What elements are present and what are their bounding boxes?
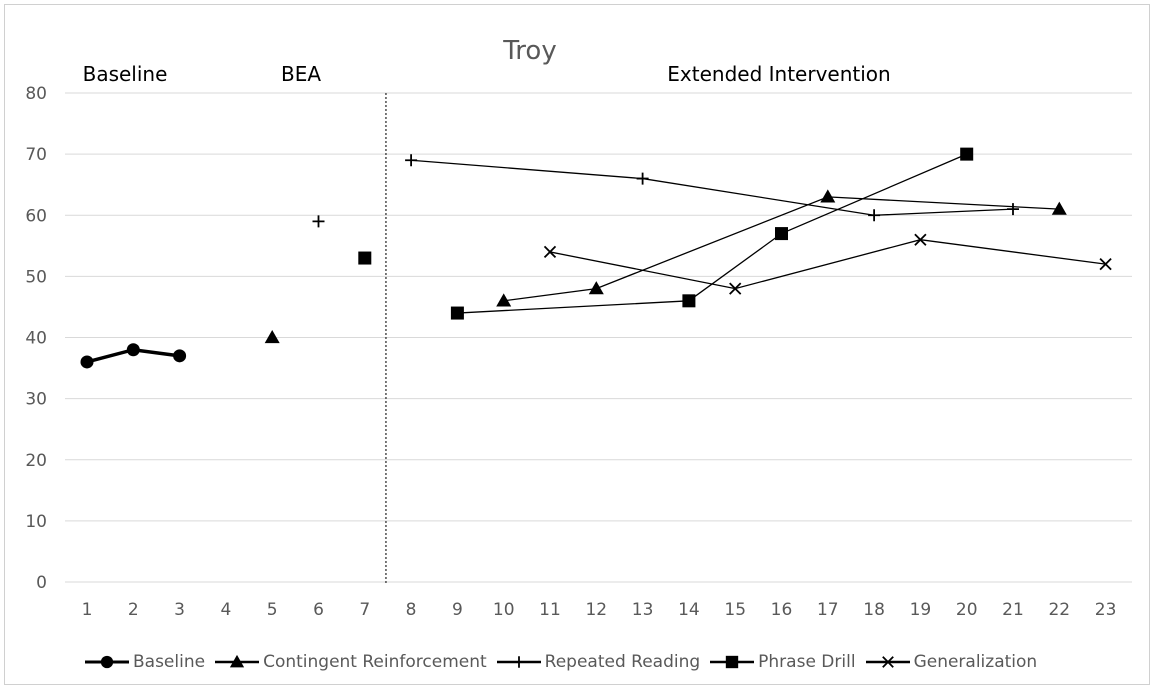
- data-point-baseline: [80, 355, 94, 369]
- y-tick-label: 10: [25, 512, 47, 532]
- x-tick-label: 13: [632, 600, 654, 620]
- data-point-repeated-reading: [868, 209, 881, 222]
- x-tick-label: 1: [82, 600, 93, 620]
- legend-marker-phrase-drill: [725, 655, 739, 669]
- data-point-generalization: [543, 245, 557, 259]
- data-point-contingent-reinforcement: [588, 281, 604, 295]
- x-tick-label: 6: [313, 600, 324, 620]
- legend-marker-baseline: [100, 655, 114, 669]
- legend-swatch-repeated-reading: [496, 656, 541, 668]
- data-point-phrase-drill: [775, 227, 788, 241]
- y-tick-label: 50: [25, 267, 47, 287]
- legend-label-contingent-reinforcement: Contingent Reinforcement: [263, 652, 487, 672]
- legend-marker-repeated-reading: [512, 656, 525, 668]
- legend-item-baseline: Baseline: [83, 652, 205, 672]
- data-point-baseline: [126, 343, 140, 357]
- x-tick-label: 21: [1002, 600, 1024, 620]
- x-tick-label: 10: [493, 600, 515, 620]
- x-tick-label: 20: [956, 600, 978, 620]
- x-tick-label: 7: [359, 600, 370, 620]
- x-tick-label: 23: [1095, 600, 1117, 620]
- series-line-phrase-drill: [457, 153, 967, 314]
- data-point-phrase-drill: [358, 251, 372, 265]
- x-tick-label: 8: [406, 600, 417, 620]
- x-tick-label: 11: [539, 600, 561, 620]
- data-point-contingent-reinforcement: [1051, 201, 1067, 215]
- x-tick-label: 3: [174, 600, 185, 620]
- series-line-repeated-reading: [411, 159, 1014, 216]
- x-tick-label: 19: [910, 600, 932, 620]
- data-point-repeated-reading: [312, 215, 325, 228]
- y-tick-label: 20: [25, 451, 47, 471]
- x-axis-ticks: 1 2 3 4 5 6 7 8 9 10 11 12 13 14 15 16 17 18 19 20 21 22 23: [82, 600, 1117, 620]
- x-tick-label: 22: [1048, 600, 1070, 620]
- series-line-contingent-reinforcement: [503, 196, 1060, 302]
- y-tick-label: 60: [25, 206, 47, 226]
- legend: Baseline Contingent Reinforcement Repeated…: [83, 650, 1045, 674]
- legend-swatch-contingent-reinforcement: [215, 654, 260, 668]
- legend-label-repeated-reading: Repeated Reading: [544, 652, 701, 672]
- x-tick-label: 14: [678, 600, 700, 620]
- chart-title: Troy: [502, 36, 556, 66]
- data-point-contingent-reinforcement: [496, 293, 512, 307]
- data-point-phrase-drill: [682, 294, 696, 308]
- y-tick-label: 0: [36, 573, 47, 593]
- x-tick-label: 2: [128, 600, 139, 620]
- series-lines: [86, 153, 1106, 364]
- legend-item-contingent-reinforcement: Contingent Reinforcement: [213, 652, 487, 672]
- series-line-generalization: [549, 239, 1106, 290]
- legend-swatch-baseline: [85, 655, 129, 669]
- legend-label-phrase-drill: Phrase Drill: [758, 652, 856, 672]
- y-tick-label: 80: [25, 84, 47, 104]
- x-tick-label: 12: [585, 600, 607, 620]
- legend-item-repeated-reading: Repeated Reading: [495, 652, 701, 672]
- legend-label-generalization: Generalization: [913, 652, 1038, 672]
- phase-label-baseline: Baseline: [83, 62, 168, 86]
- x-tick-label: 4: [220, 600, 231, 620]
- data-point-phrase-drill: [450, 306, 464, 320]
- data-point-repeated-reading: [1007, 203, 1019, 216]
- data-point-generalization: [729, 282, 742, 295]
- phase-label-bea: BEA: [281, 62, 321, 86]
- legend-item-generalization: Generalization: [864, 652, 1038, 672]
- y-axis-ticks: 0 10 20 30 40 50 60 70 80: [25, 84, 47, 593]
- legend-marker-contingent-reinforcement: [229, 654, 245, 668]
- legend-swatch-phrase-drill: [710, 655, 755, 669]
- data-point-repeated-reading: [636, 172, 649, 185]
- chart-frame: 0 10 20 30 40 50 60 70 80 1 2 3 4 5 6 7 8 9 10 11 12 13 14 15 1…: [4, 4, 1150, 685]
- data-point-phrase-drill: [960, 147, 974, 161]
- x-tick-label: 16: [771, 600, 793, 620]
- data-point-generalization: [1099, 258, 1112, 271]
- legend-label-baseline: Baseline: [133, 652, 206, 672]
- x-tick-label: 18: [863, 600, 885, 620]
- x-tick-label: 5: [267, 600, 278, 620]
- y-tick-label: 30: [25, 390, 47, 410]
- data-point-contingent-reinforcement: [264, 330, 280, 344]
- data-point-baseline: [173, 349, 187, 363]
- phase-label-extended-intervention: Extended Intervention: [667, 62, 890, 86]
- data-point-generalization: [914, 233, 927, 246]
- x-tick-label: 15: [724, 600, 746, 620]
- legend-marker-generalization: [881, 656, 894, 668]
- gridlines: [65, 92, 1132, 583]
- series-markers: [80, 147, 1112, 369]
- y-tick-label: 40: [25, 329, 47, 349]
- legend-swatch-generalization: [865, 656, 910, 668]
- data-point-contingent-reinforcement: [820, 189, 836, 203]
- x-tick-label: 9: [452, 600, 463, 620]
- x-tick-label: 17: [817, 600, 839, 620]
- y-tick-label: 70: [25, 145, 47, 165]
- legend-item-phrase-drill: Phrase Drill: [708, 652, 856, 672]
- data-point-repeated-reading: [405, 154, 418, 167]
